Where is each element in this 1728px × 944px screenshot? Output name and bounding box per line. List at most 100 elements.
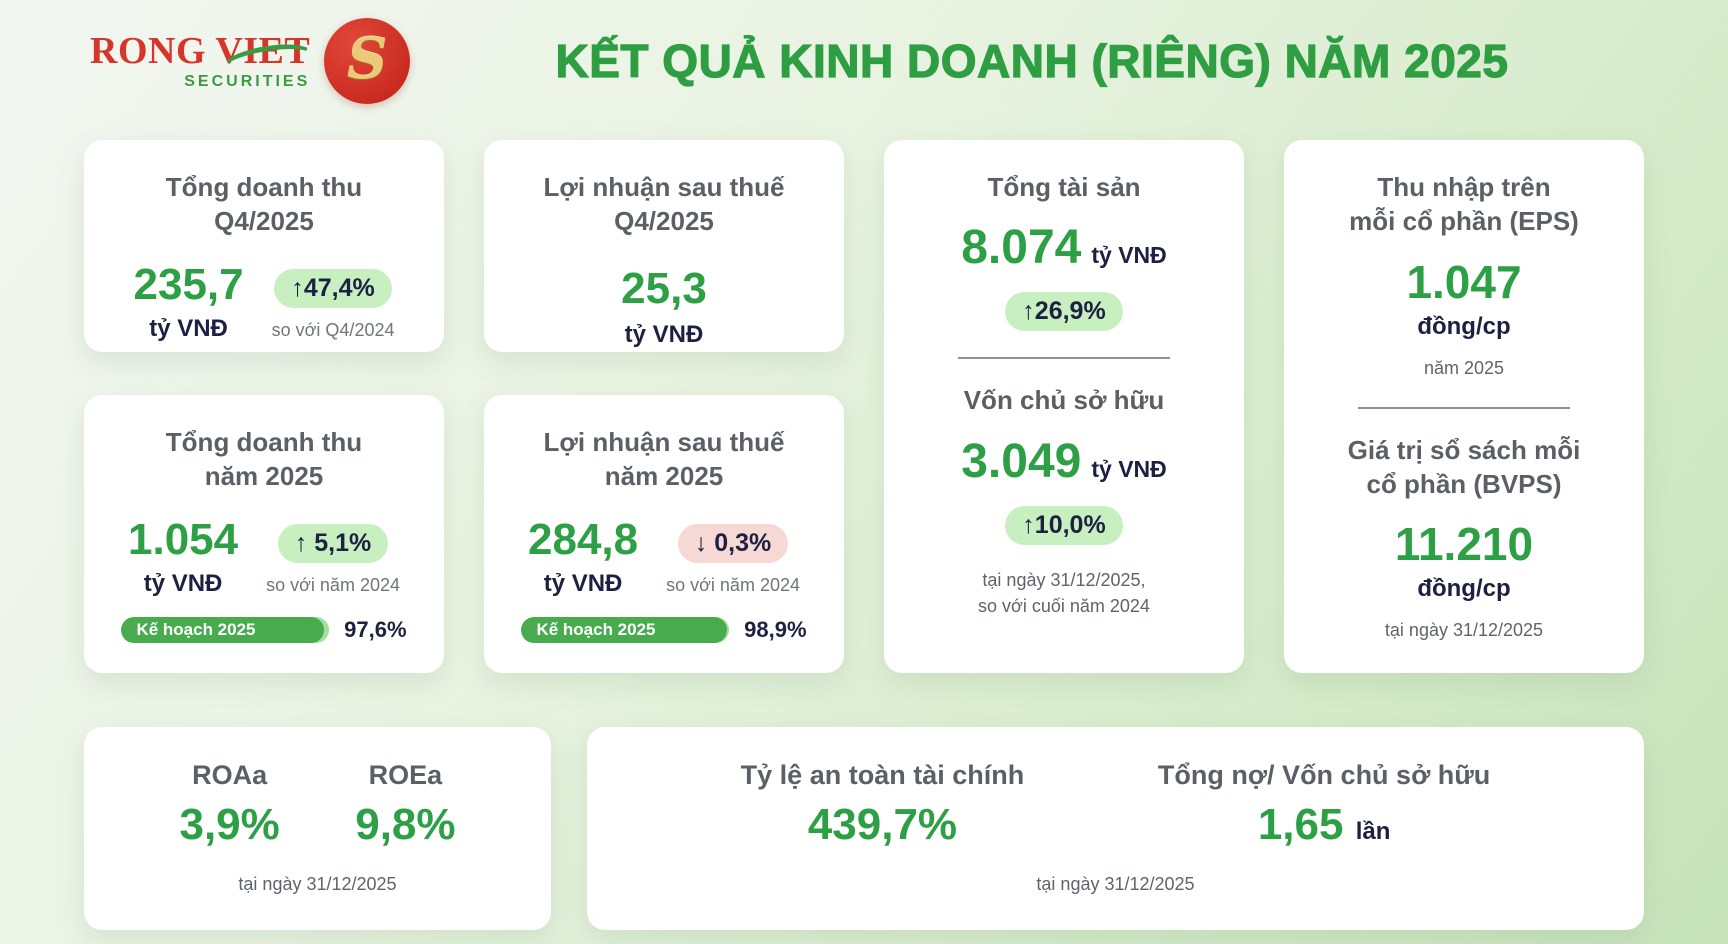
card-title-line2: năm 2025 bbox=[604, 461, 724, 492]
card-title-line2: cổ phần (BVPS) bbox=[1366, 469, 1562, 500]
bvps-value: 11.210 bbox=[1394, 518, 1534, 571]
bvps-section: Giá trị sổ sách mỗi cổ phần (BVPS) 11.21… bbox=[1348, 433, 1581, 644]
profit-year-change-badge: ↓ 0,3% bbox=[677, 523, 789, 563]
revenue-q4-compare-label: so với Q4/2024 bbox=[271, 319, 395, 340]
roe-label: ROEa bbox=[368, 759, 443, 790]
page-title: KẾT QUẢ KINH DOANH (RIÊNG) NĂM 2025 bbox=[555, 34, 1509, 87]
note-line2: so với cuối năm 2024 bbox=[978, 595, 1150, 616]
profit-year-unit: tỷ VNĐ bbox=[543, 569, 623, 597]
progress-fill: Kế hoạch 2025 bbox=[121, 617, 325, 643]
leverage-unit: lần bbox=[1355, 817, 1391, 845]
assets-value: 8.074 bbox=[961, 221, 1082, 275]
progress-track: Kế hoạch 2025 bbox=[521, 617, 730, 643]
eps-unit: đồng/cp bbox=[1417, 312, 1511, 340]
card-roa-roe: ROAa 3,9% ROEa 9,8% tại ngày 31/12/2025 bbox=[84, 727, 551, 930]
logo-brand-subtitle: SECURITIES bbox=[184, 72, 311, 90]
profit-year-compare-label: so với năm 2024 bbox=[666, 574, 800, 595]
card-revenue-q4: Tổng doanh thu Q4/2025 235,7 tỷ VNĐ ↑47,… bbox=[84, 140, 444, 352]
card-title-line2: năm 2025 bbox=[204, 461, 324, 492]
card-title-line2: Q4/2025 bbox=[214, 206, 314, 237]
eps-note: năm 2025 bbox=[1423, 357, 1505, 378]
roa-value: 3,9% bbox=[179, 799, 280, 849]
revenue-year-plan-progress: Kế hoạch 2025 97,6% bbox=[121, 617, 407, 643]
eps-value: 1.047 bbox=[1406, 255, 1522, 308]
revenue-q4-value-row: 235,7 tỷ VNĐ ↑47,4% so với Q4/2024 bbox=[133, 259, 395, 343]
eps-section: Thu nhập trên mỗi cổ phần (EPS) 1.047 đồ… bbox=[1349, 170, 1579, 381]
note-line1: tại ngày 31/12/2025, bbox=[982, 569, 1146, 590]
revenue-year-change-badge: ↑ 5,1% bbox=[277, 523, 389, 563]
card-profit-q4: Lợi nhuận sau thuế Q4/2025 25,3 tỷ VNĐ bbox=[484, 140, 844, 352]
car-kpi: Tỷ lệ an toàn tài chính 439,7% bbox=[741, 760, 1025, 847]
dragon-logo-icon: S bbox=[324, 18, 411, 104]
roe-kpi: ROEa 9,8% bbox=[355, 760, 455, 847]
roa-roe-columns: ROAa 3,9% ROEa 9,8% bbox=[104, 760, 531, 847]
revenue-q4-change-badge: ↑47,4% bbox=[274, 268, 392, 308]
assets-value-row: 8.074 tỷ VNĐ bbox=[961, 224, 1167, 272]
plan-percent-label: 97,6% bbox=[344, 617, 407, 642]
profit-year-value-row: 284,8 tỷ VNĐ ↓ 0,3% so với năm 2024 bbox=[528, 514, 800, 598]
profit-year-value-block: 284,8 tỷ VNĐ bbox=[528, 514, 639, 598]
car-value: 439,7% bbox=[807, 799, 958, 849]
profit-year-plan-progress: Kế hoạch 2025 98,9% bbox=[521, 617, 807, 643]
logo-brand-name: RONG VIET bbox=[90, 29, 311, 72]
roa-kpi: ROAa 3,9% bbox=[179, 760, 279, 847]
leverage-kpi: Tổng nợ/ Vốn chủ sở hữu 1,65 lần bbox=[1158, 760, 1490, 847]
equity-title: Vốn chủ sở hữu bbox=[963, 385, 1165, 416]
card-title-line2: mỗi cổ phần (EPS) bbox=[1349, 206, 1579, 237]
card-revenue-year: Tổng doanh thu năm 2025 1.054 tỷ VNĐ ↑ 5… bbox=[84, 395, 444, 673]
assets-change-badge: ↑26,9% bbox=[1005, 292, 1123, 332]
assets-title: Tổng tài sản bbox=[987, 172, 1141, 202]
header: RONG VIET SECURITIES S KẾT QUẢ KINH DOAN… bbox=[0, 0, 1728, 112]
equity-value-row: 3.049 tỷ VNĐ bbox=[961, 434, 1167, 488]
profit-year-value: 284,8 bbox=[528, 514, 639, 564]
equity-change-badge: ↑10,0% bbox=[1005, 505, 1123, 545]
revenue-year-change-block: ↑ 5,1% so với năm 2024 bbox=[266, 518, 400, 596]
revenue-year-unit: tỷ VNĐ bbox=[143, 569, 223, 597]
card-title-line2: Q4/2025 bbox=[614, 206, 714, 237]
revenue-year-compare-label: so với năm 2024 bbox=[266, 574, 400, 595]
card-profit-q4-title: Lợi nhuận sau thuế Q4/2025 bbox=[544, 170, 785, 239]
rong-viet-logo: RONG VIET SECURITIES S bbox=[90, 18, 420, 104]
progress-track: Kế hoạch 2025 bbox=[121, 617, 330, 643]
card-revenue-q4-title: Tổng doanh thu Q4/2025 bbox=[166, 170, 362, 239]
profit-q4-unit: tỷ VNĐ bbox=[624, 320, 704, 348]
revenue-q4-value-block: 235,7 tỷ VNĐ bbox=[133, 259, 244, 343]
section-divider bbox=[957, 357, 1171, 360]
card-title-line1: Lợi nhuận sau thuế bbox=[543, 427, 785, 457]
leverage-value-row: 1,65 lần bbox=[1158, 799, 1490, 849]
dragon-glyph: S bbox=[347, 26, 388, 92]
revenue-q4-value: 235,7 bbox=[133, 259, 244, 309]
roe-value: 9,8% bbox=[355, 799, 456, 849]
assets-section: Tổng tài sản 8.074 tỷ VNĐ ↑26,9% bbox=[961, 170, 1167, 332]
assets-equity-note: tại ngày 31/12/2025, so với cuối năm 202… bbox=[978, 567, 1150, 619]
card-revenue-year-title: Tổng doanh thu năm 2025 bbox=[166, 425, 362, 494]
leverage-value: 1,65 bbox=[1257, 799, 1344, 849]
revenue-q4-change-block: ↑47,4% so với Q4/2024 bbox=[271, 263, 395, 341]
car-label: Tỷ lệ an toàn tài chính bbox=[740, 759, 1025, 790]
safety-note: tại ngày 31/12/2025 bbox=[1036, 873, 1195, 894]
card-title-line1: Tổng doanh thu bbox=[165, 172, 363, 202]
card-title-line1: Giá trị sổ sách mỗi bbox=[1347, 434, 1581, 465]
leverage-label: Tổng nợ/ Vốn chủ sở hữu bbox=[1157, 759, 1491, 790]
card-profit-year: Lợi nhuận sau thuế năm 2025 284,8 tỷ VNĐ… bbox=[484, 395, 844, 673]
profit-year-change-block: ↓ 0,3% so với năm 2024 bbox=[666, 518, 800, 596]
card-eps-bvps: Thu nhập trên mỗi cổ phần (EPS) 1.047 đồ… bbox=[1284, 140, 1644, 673]
bvps-title: Giá trị sổ sách mỗi cổ phần (BVPS) bbox=[1348, 433, 1581, 502]
progress-fill: Kế hoạch 2025 bbox=[521, 617, 727, 643]
assets-unit: tỷ VNĐ bbox=[1091, 242, 1167, 269]
plan-label: Kế hoạch 2025 bbox=[536, 620, 656, 639]
revenue-year-value: 1.054 bbox=[128, 514, 239, 564]
plan-label: Kế hoạch 2025 bbox=[136, 620, 256, 639]
equity-value: 3.049 bbox=[961, 434, 1082, 488]
bvps-note: tại ngày 31/12/2025 bbox=[1384, 620, 1544, 641]
card-title-line1: Thu nhập trên bbox=[1377, 172, 1551, 202]
equity-unit: tỷ VNĐ bbox=[1091, 455, 1167, 482]
card-title-line1: Tổng doanh thu bbox=[165, 427, 363, 457]
kpi-grid: Tổng doanh thu Q4/2025 235,7 tỷ VNĐ ↑47,… bbox=[0, 112, 1728, 673]
safety-columns: Tỷ lệ an toàn tài chính 439,7% Tổng nợ/ … bbox=[607, 760, 1624, 847]
eps-title: Thu nhập trên mỗi cổ phần (EPS) bbox=[1349, 170, 1579, 239]
profit-q4-value-block: 25,3 tỷ VNĐ bbox=[621, 266, 707, 349]
equity-section: Vốn chủ sở hữu 3.049 tỷ VNĐ ↑10,0% bbox=[961, 383, 1167, 545]
card-financial-safety: Tỷ lệ an toàn tài chính 439,7% Tổng nợ/ … bbox=[587, 727, 1644, 930]
